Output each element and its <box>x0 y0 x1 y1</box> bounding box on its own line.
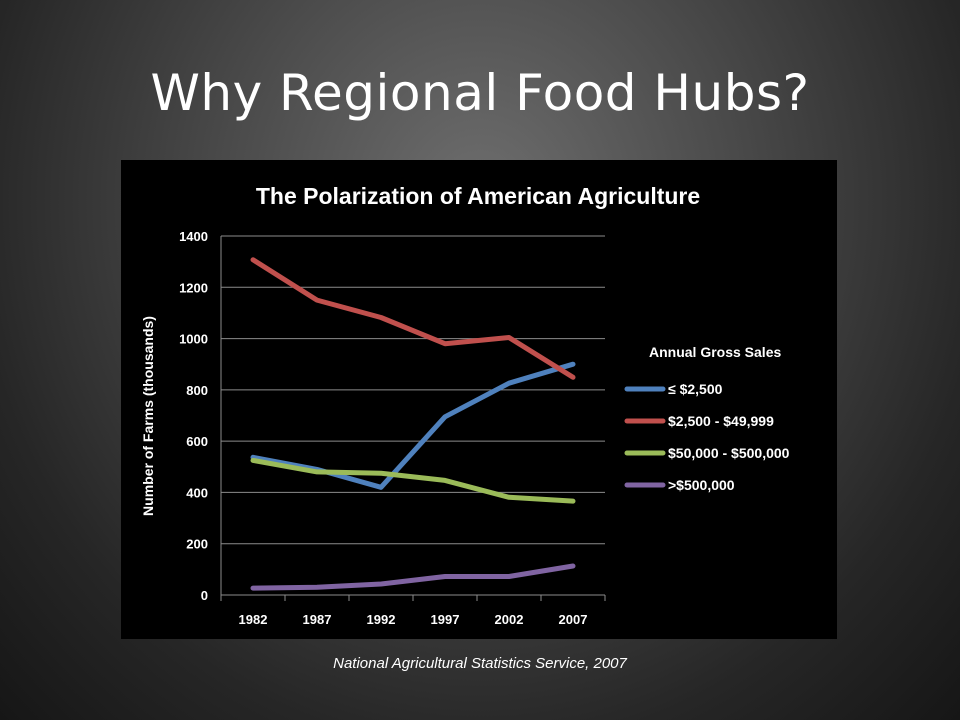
x-tick-label: 1992 <box>367 612 396 627</box>
y-tick-label: 400 <box>186 485 208 500</box>
y-tick-label: 200 <box>186 537 208 552</box>
y-tick-label: 1400 <box>179 229 208 244</box>
series-layer <box>250 257 576 591</box>
x-tick-label: 1997 <box>431 612 460 627</box>
y-tick-label: 0 <box>201 588 208 603</box>
series-line <box>250 361 576 490</box>
series-line <box>250 563 576 591</box>
x-tick-label: 1982 <box>239 612 268 627</box>
series-line <box>250 457 576 504</box>
x-tick-label: 2007 <box>559 612 588 627</box>
series-line <box>250 257 576 380</box>
legend-label: >$500,000 <box>668 477 735 493</box>
legend: Annual Gross Sales ≤ $2,500 $2,500 - $49,… <box>624 344 790 493</box>
legend-label: ≤ $2,500 <box>668 381 723 397</box>
line-chart: The Polarization of American Agriculture… <box>140 183 790 627</box>
legend-label: $50,000 - $500,000 <box>668 445 790 461</box>
chart-panel: The Polarization of American Agriculture… <box>121 160 837 639</box>
y-tick-label: 1200 <box>179 280 208 295</box>
slide-title: Why Regional Food Hubs? <box>150 64 810 122</box>
source-citation: National Agricultural Statistics Service… <box>333 655 627 672</box>
x-tick-label: 1987 <box>303 612 332 627</box>
x-tick-label: 2002 <box>495 612 524 627</box>
y-tick-label: 800 <box>186 383 208 398</box>
chart-title: The Polarization of American Agriculture <box>256 183 700 209</box>
tick-layer: 0 200 400 600 800 1000 1200 1400 1982 1987 1992 199… <box>179 229 587 627</box>
y-tick-label: 1000 <box>179 332 208 347</box>
grid-layer <box>220 235 606 601</box>
legend-label: $2,500 - $49,999 <box>668 413 774 429</box>
y-tick-label: 600 <box>186 434 208 449</box>
legend-title: Annual Gross Sales <box>649 344 781 360</box>
y-axis-label: Number of Farms (thousands) <box>140 316 156 516</box>
